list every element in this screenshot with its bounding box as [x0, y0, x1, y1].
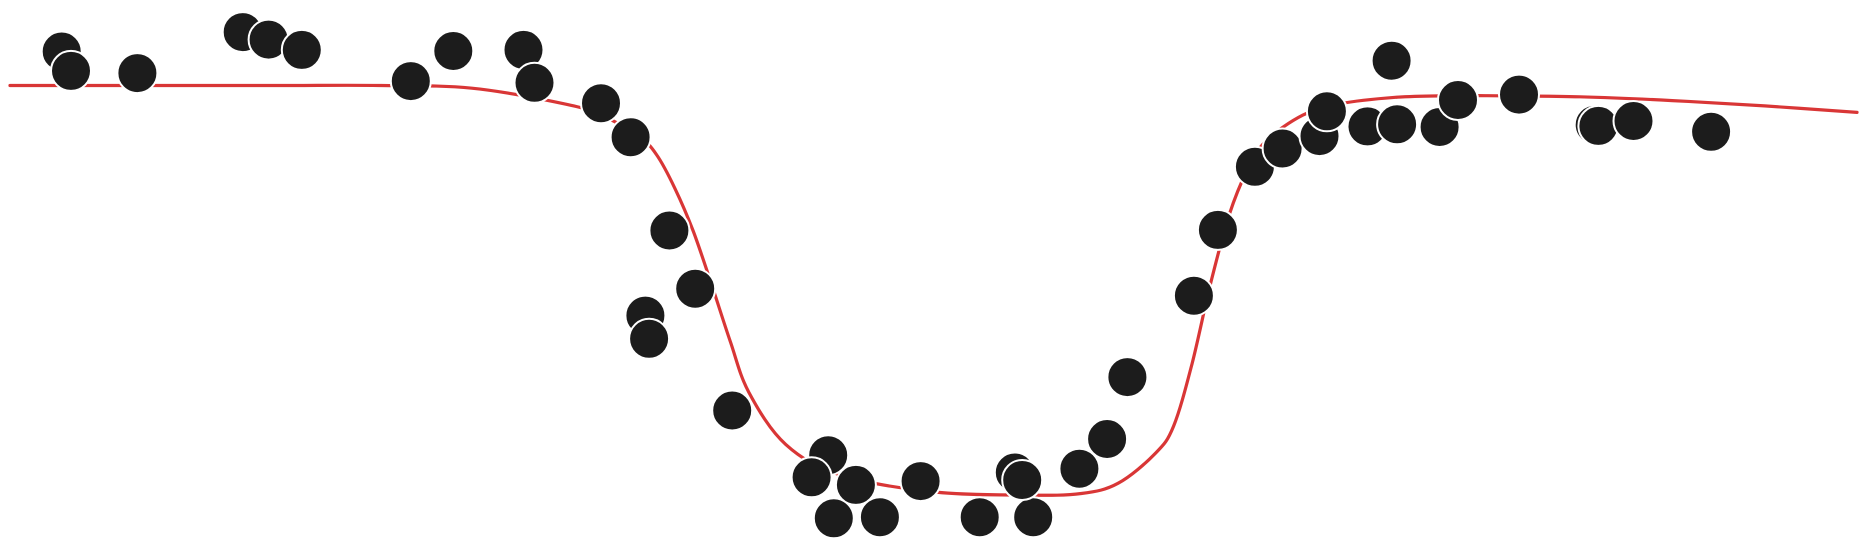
- data-point: [1001, 459, 1044, 501]
- data-point: [1058, 447, 1101, 490]
- data-point: [1370, 39, 1413, 82]
- data-point: [1172, 274, 1215, 317]
- data-point: [116, 52, 159, 95]
- fit-line-layer: [8, 83, 1859, 497]
- data-point: [858, 496, 901, 539]
- data-point: [1437, 79, 1479, 121]
- data-point: [1376, 103, 1419, 146]
- data-point: [580, 82, 622, 125]
- data-point: [1196, 208, 1239, 251]
- data-point: [628, 317, 671, 360]
- data-point: [389, 60, 432, 103]
- points-layer: [40, 11, 1733, 540]
- data-point: [609, 116, 652, 159]
- data-point: [812, 497, 855, 540]
- data-point: [899, 460, 942, 503]
- data-point: [280, 28, 323, 71]
- data-point: [1305, 90, 1348, 133]
- data-point: [50, 49, 92, 92]
- data-point: [1106, 356, 1149, 399]
- data-point: [711, 389, 754, 432]
- data-point: [790, 456, 833, 499]
- data-point: [958, 496, 1001, 539]
- data-point: [834, 463, 877, 506]
- data-point: [1690, 110, 1733, 153]
- data-point: [432, 30, 475, 72]
- data-point: [648, 209, 691, 252]
- fit-line: [8, 83, 1859, 497]
- data-point: [1012, 496, 1055, 539]
- data-point: [1577, 104, 1620, 147]
- data-point: [674, 267, 717, 310]
- data-point: [1498, 73, 1540, 116]
- data-point: [1261, 127, 1304, 170]
- data-point: [513, 61, 556, 104]
- data-point: [1086, 418, 1129, 460]
- data-point: [1612, 100, 1655, 142]
